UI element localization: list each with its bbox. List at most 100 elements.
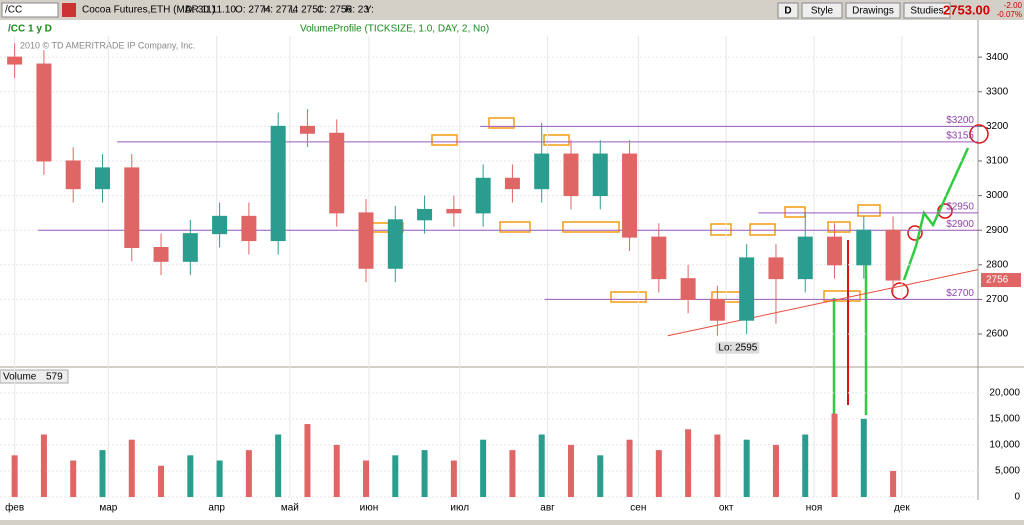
level-label: $2900 <box>946 219 974 230</box>
toolbar-button[interactable]: Style <box>811 6 834 17</box>
candle-body <box>153 247 169 262</box>
candle-body <box>124 167 140 248</box>
volume-bar <box>597 455 604 497</box>
close: C: 2756 <box>317 5 352 16</box>
y-tick-label: 10,000 <box>989 440 1020 451</box>
description: Cocoa Futures,ETH (MAR 11) <box>82 5 215 16</box>
volume-bar <box>216 460 223 497</box>
y-tick-label: 20,000 <box>989 387 1020 398</box>
candle-body <box>680 278 696 300</box>
x-tick-label: май <box>281 503 299 514</box>
candle-body <box>827 236 843 266</box>
y-tick-label: 2900 <box>986 225 1009 236</box>
y-tick-label: 15,000 <box>989 414 1020 425</box>
x-tick-label: июл <box>450 503 469 514</box>
candle-body <box>739 257 755 321</box>
candle-body <box>299 125 315 134</box>
volume-bar <box>860 418 867 497</box>
candle-body <box>94 167 110 190</box>
candle-body <box>65 160 81 190</box>
annotations <box>362 117 881 303</box>
volume-bar <box>363 460 370 497</box>
chart-label-box <box>6 23 48 34</box>
volume-bar <box>333 444 340 497</box>
box <box>610 291 647 303</box>
y: Y: <box>365 5 374 16</box>
candle-body <box>709 298 725 321</box>
volume-bar <box>714 434 721 497</box>
candle-body <box>856 229 872 266</box>
y-tick-label: 2700 <box>986 294 1009 305</box>
volume-header <box>0 369 69 384</box>
volume-bar <box>245 450 252 497</box>
change: -2.00 <box>1004 1 1023 10</box>
y-tick-label: 3200 <box>986 121 1009 132</box>
volume-bar <box>480 439 487 497</box>
symbol-input[interactable] <box>1 2 59 18</box>
candle-body <box>592 153 608 197</box>
toolbar-button[interactable]: Studies <box>910 6 943 17</box>
study: VolumeProfile (TICKSIZE, 1.0, DAY, 2, No… <box>300 24 489 35</box>
volume-bar <box>99 450 106 497</box>
volume-bar <box>158 465 165 497</box>
candle-body <box>768 257 784 280</box>
volume-bar <box>187 455 194 497</box>
time-axis <box>0 500 1024 520</box>
y-tick-label: 0 <box>1014 492 1020 503</box>
candle-body <box>446 208 462 214</box>
candle-body <box>885 229 901 281</box>
volume-bar <box>802 434 809 497</box>
level-label: $2950 <box>946 202 974 213</box>
x-tick-label: июн <box>360 503 379 514</box>
toolbar-button[interactable]: Drawings <box>852 6 894 17</box>
button[interactable] <box>903 2 951 19</box>
y-tick-label: 3400 <box>986 52 1009 63</box>
close-button[interactable] <box>62 3 76 17</box>
volume-bar <box>392 455 399 497</box>
volume-bar <box>70 460 77 497</box>
low-label: Lo: 2595 <box>718 342 757 353</box>
candle-body <box>182 233 198 262</box>
button[interactable] <box>777 2 799 19</box>
candle-body <box>622 153 638 238</box>
y-tick-label: 3300 <box>986 86 1009 97</box>
volume-bar <box>567 444 574 497</box>
range: R: 23 <box>345 5 369 16</box>
chart-label: /CC 1 y D <box>8 24 52 35</box>
y-tick-label: 2800 <box>986 259 1009 270</box>
toolbar-button[interactable]: D <box>784 6 791 17</box>
volume-bar <box>743 439 750 497</box>
button[interactable] <box>845 2 901 19</box>
candle-body <box>475 177 491 214</box>
x-tick-label: авг <box>540 503 555 514</box>
volume-bar <box>11 455 18 497</box>
volume-bar <box>831 413 838 497</box>
box <box>823 290 861 302</box>
box <box>488 117 515 129</box>
box <box>857 204 881 217</box>
circle <box>907 225 923 241</box>
candle-body <box>504 177 520 190</box>
volume-bar <box>655 450 662 497</box>
volume-bar <box>304 424 311 497</box>
volume-bar <box>772 444 779 497</box>
volume-bar <box>40 434 47 497</box>
low: L: 2751 <box>290 5 324 16</box>
volume-bar <box>538 434 545 497</box>
price-flag <box>981 273 1021 288</box>
volume-title: Volume <box>3 372 37 383</box>
level-label: $3200 <box>946 115 974 126</box>
x-tick-label: окт <box>719 503 734 514</box>
level-label: $2700 <box>946 288 974 299</box>
candle-body <box>241 215 257 242</box>
candle-body <box>212 215 228 235</box>
level-label: $3155 <box>946 131 974 142</box>
low-label-box <box>715 341 760 354</box>
volume-bar <box>450 460 457 497</box>
price-flag-label: 2756 <box>986 275 1009 286</box>
button[interactable] <box>801 2 843 19</box>
circles <box>891 124 989 300</box>
volume-bar <box>509 450 516 497</box>
trendline <box>667 269 979 337</box>
